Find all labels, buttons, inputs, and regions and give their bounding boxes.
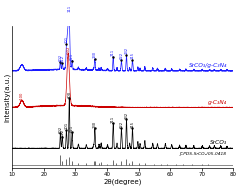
- Text: 115: 115: [130, 121, 134, 128]
- Text: JCPDS-SrCO₃/05-0418: JCPDS-SrCO₃/05-0418: [180, 152, 227, 156]
- Text: SrCO₃: SrCO₃: [210, 140, 227, 145]
- Text: 130: 130: [93, 121, 97, 128]
- Text: 022: 022: [120, 52, 123, 59]
- Text: 132: 132: [125, 112, 128, 119]
- Text: 012: 012: [60, 55, 64, 62]
- Text: ·002: ·002: [66, 46, 70, 54]
- Text: 200: 200: [67, 91, 71, 98]
- Text: ·100: ·100: [20, 91, 24, 100]
- Text: 101: 101: [64, 122, 68, 129]
- Text: 130: 130: [93, 51, 97, 58]
- Text: 111: 111: [67, 5, 71, 12]
- Text: 021: 021: [70, 53, 74, 60]
- Text: 211: 211: [111, 115, 115, 122]
- Text: 012: 012: [60, 129, 64, 136]
- Text: SrCO₃/g-C₃N₄: SrCO₃/g-C₃N₄: [189, 63, 227, 68]
- Text: 115: 115: [130, 52, 134, 59]
- Text: 132: 132: [125, 47, 128, 54]
- Text: 211: 211: [111, 49, 115, 56]
- Text: 101: 101: [64, 36, 68, 43]
- Text: g-C₃N₄: g-C₃N₄: [208, 100, 227, 105]
- Text: 022: 022: [120, 121, 123, 128]
- Text: 002: 002: [58, 126, 62, 133]
- Text: 002: 002: [58, 54, 62, 61]
- Text: 021: 021: [70, 125, 74, 132]
- Y-axis label: Intensity(a.u.): Intensity(a.u.): [4, 73, 11, 122]
- X-axis label: 2θ(degree): 2θ(degree): [103, 178, 142, 185]
